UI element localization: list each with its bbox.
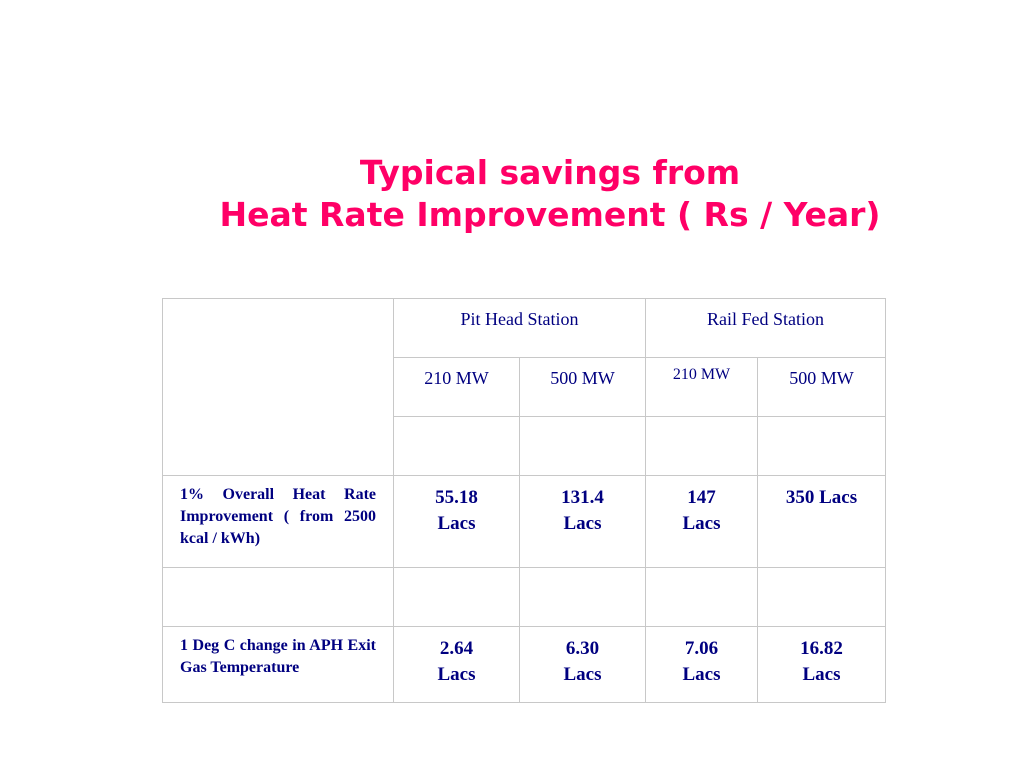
table-cell	[519, 567, 646, 627]
table-cell	[757, 567, 886, 627]
header-rail-500mw: 500 MW	[757, 357, 886, 417]
row-label-heat-rate: 1% Overall Heat Rate Improvement ( from …	[162, 475, 394, 568]
page-title: Typical savings from Heat Rate Improveme…	[100, 152, 1000, 236]
title-line-1: Typical savings from	[359, 153, 741, 192]
table-cell	[393, 416, 520, 476]
table-cell: 350 Lacs	[757, 475, 886, 568]
savings-table: Pit Head Station Rail Fed Station 210 MW…	[162, 298, 886, 703]
table-cell: 2.64 Lacs	[393, 626, 520, 703]
table-row: 1 Deg C change in APH Exit Gas Temperatu…	[162, 626, 886, 703]
table-row: 1% Overall Heat Rate Improvement ( from …	[162, 475, 886, 568]
savings-table-container: Pit Head Station Rail Fed Station 210 MW…	[162, 298, 886, 703]
table-cell	[645, 567, 758, 627]
header-rail-fed-station: Rail Fed Station	[645, 298, 886, 358]
table-cell: 7.06 Lacs	[645, 626, 758, 703]
table-cell	[162, 567, 394, 627]
table-corner-cell	[162, 298, 394, 476]
table-cell: 55.18 Lacs	[393, 475, 520, 568]
table-header-row-groups: Pit Head Station Rail Fed Station	[162, 298, 886, 476]
header-pit-210mw: 210 MW	[393, 357, 520, 417]
table-spacer-row	[162, 567, 886, 627]
table-cell: 147 Lacs	[645, 475, 758, 568]
title-line-2: Heat Rate Improvement ( Rs / Year)	[219, 195, 881, 234]
table-cell: 16.82 Lacs	[757, 626, 886, 703]
table-cell	[645, 416, 758, 476]
header-pit-500mw: 500 MW	[519, 357, 646, 417]
header-rail-210mw: 210 MW	[645, 357, 758, 417]
table-cell	[757, 416, 886, 476]
table-cell: 6.30 Lacs	[519, 626, 646, 703]
table-header-row-capacity: 210 MW 500 MW 210 MW 500 MW	[163, 357, 886, 417]
table-cell: 131.4 Lacs	[519, 475, 646, 568]
row-label-aph-exit-gas: 1 Deg C change in APH Exit Gas Temperatu…	[162, 626, 394, 703]
table-cell	[519, 416, 646, 476]
table-cell	[393, 567, 520, 627]
header-pit-head-station: Pit Head Station	[393, 298, 646, 358]
